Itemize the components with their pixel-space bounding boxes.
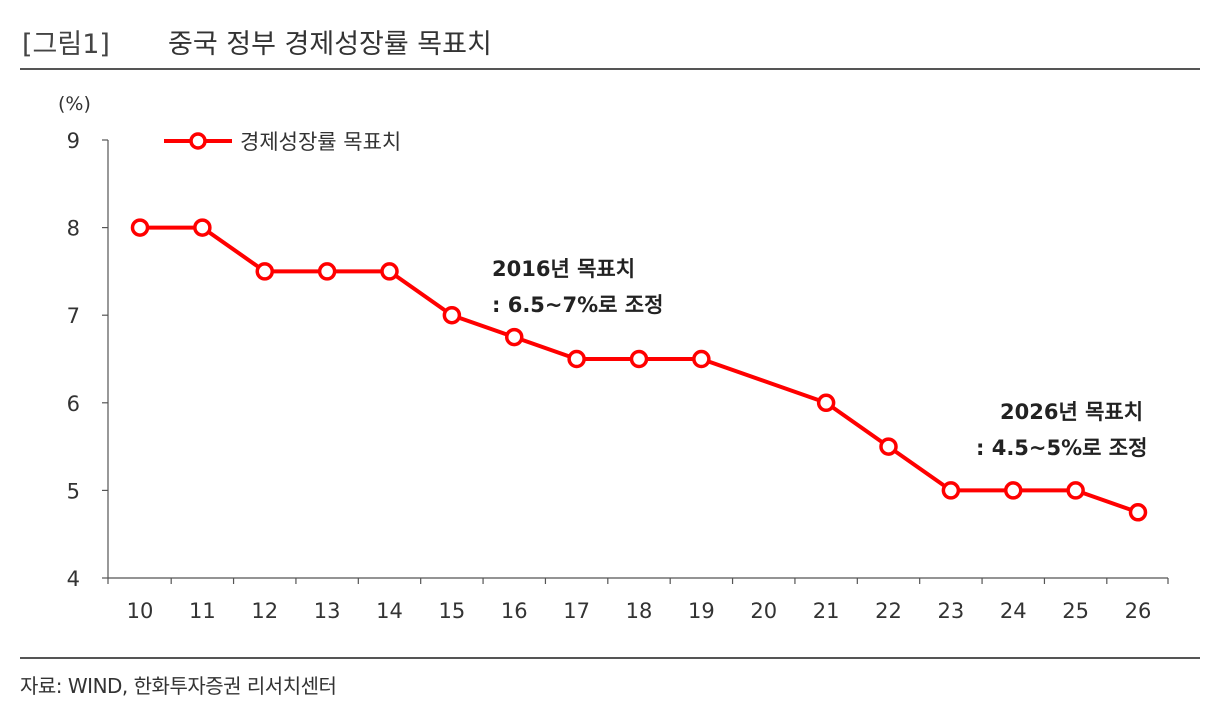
x-tick-label: 26 (1125, 599, 1152, 623)
series-points (130, 218, 1148, 522)
data-point (629, 349, 649, 369)
annotation-2016: 2016년 목표치 : 6.5~7%로 조정 (492, 257, 663, 317)
x-tick-label: 18 (626, 599, 653, 623)
data-point (317, 262, 337, 281)
x-tick-label: 15 (439, 599, 466, 623)
annotation-2026: 2026년 목표치 : 4.5~5%로 조정 (976, 400, 1147, 460)
x-axis-ticks: 10 11 12 13 14 15 16 17 18 19 20 21 22 23 24 25 26 (107, 578, 1169, 623)
data-point (505, 327, 524, 347)
data-point (567, 349, 586, 369)
legend-label: 경제성장률 목표치 (240, 130, 401, 154)
figure-header: [그림1] 중국 정부 경제성장률 목표치 (20, 18, 1200, 60)
x-tick-label: 12 (251, 599, 278, 623)
data-point (692, 349, 711, 369)
data-point (1128, 503, 1148, 522)
y-tick-label: 9 (67, 129, 80, 153)
x-tick-label: 25 (1062, 599, 1089, 623)
y-tick-label: 7 (67, 304, 80, 328)
x-tick-label: 21 (813, 599, 840, 623)
y-tick-label: 6 (67, 392, 80, 416)
data-point (879, 437, 898, 456)
top-rule (20, 68, 1200, 70)
data-point (255, 262, 274, 281)
x-tick-label: 11 (189, 599, 216, 623)
annotation-2026-line2: : 4.5~5%로 조정 (976, 436, 1147, 460)
y-tick-label: 8 (67, 217, 80, 241)
x-tick-label: 13 (314, 599, 341, 623)
data-point (1066, 481, 1085, 500)
data-point (380, 262, 399, 281)
x-tick-label: 20 (750, 599, 777, 623)
annotation-2016-line2: : 6.5~7%로 조정 (492, 293, 663, 317)
data-point (193, 218, 212, 237)
data-point (1004, 481, 1023, 500)
x-tick-label: 16 (501, 599, 528, 623)
data-point (816, 393, 836, 413)
y-tick-label: 4 (67, 567, 80, 591)
y-tick-label: 5 (67, 479, 80, 503)
legend: 경제성장률 목표치 (164, 130, 401, 154)
x-tick-label: 24 (1000, 599, 1027, 623)
x-tick-label: 14 (376, 599, 403, 623)
y-axis-unit-label: (%) (58, 93, 91, 115)
y-axis-ticks: 4 5 6 7 8 9 (67, 129, 108, 591)
x-tick-label: 17 (563, 599, 590, 623)
series-line-growth-target (140, 225, 1139, 515)
x-tick-label: 19 (688, 599, 715, 623)
data-point (941, 481, 961, 500)
x-tick-label: 23 (938, 599, 965, 623)
x-tick-label: 22 (875, 599, 902, 623)
figure-title: 중국 정부 경제성장률 목표치 (168, 29, 492, 60)
data-point (130, 218, 150, 237)
figure-label: [그림1] (22, 29, 110, 60)
source-note: 자료: WIND, 한화투자증권 리서치센터 (20, 674, 337, 698)
bottom-rule (20, 657, 1200, 659)
annotation-2016-line1: 2016년 목표치 (492, 257, 635, 281)
x-tick-label: 10 (127, 599, 154, 623)
annotation-2026-line1: 2026년 목표치 (1000, 400, 1143, 424)
data-point (442, 305, 462, 325)
legend-marker (189, 132, 207, 150)
